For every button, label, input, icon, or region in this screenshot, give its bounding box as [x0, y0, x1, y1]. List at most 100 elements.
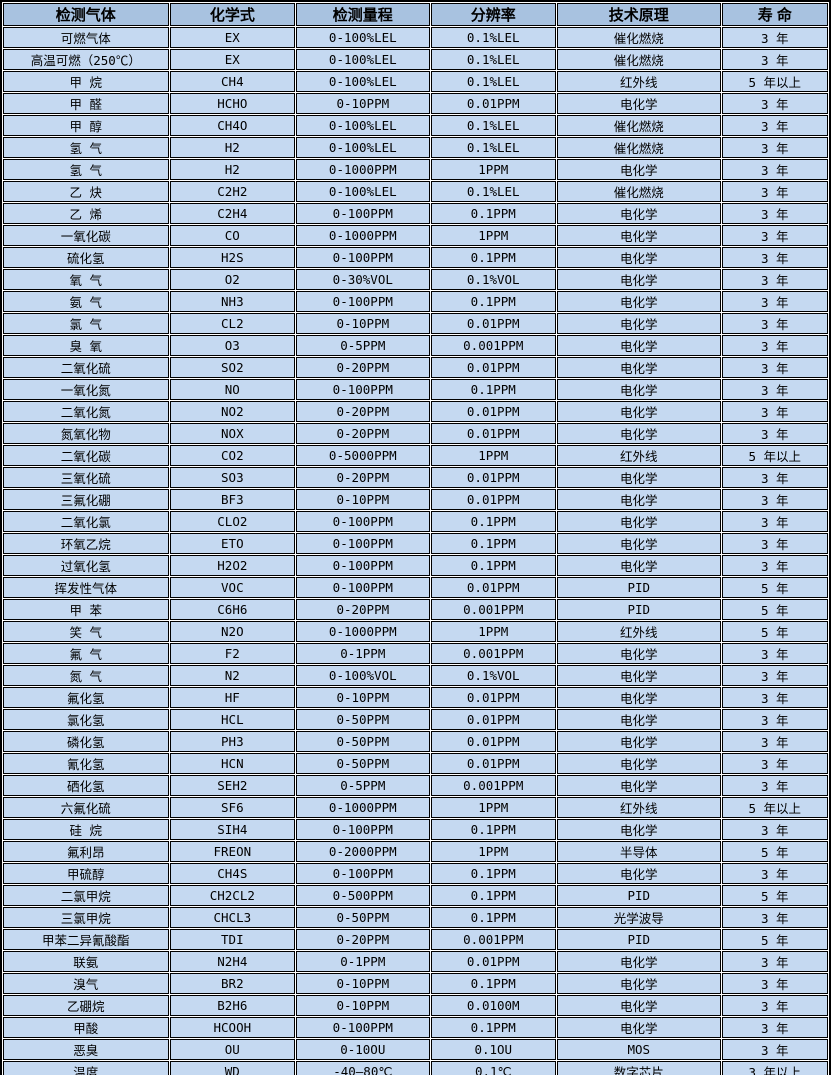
cell-formula: F2: [169, 643, 296, 664]
cell-lifespan: 5 年: [721, 885, 828, 906]
cell-range: 0-100PPM: [296, 819, 430, 840]
cell-lifespan: 3 年: [721, 115, 828, 136]
cell-gas: 温度: [3, 1061, 169, 1075]
cell-range: 0-10PPM: [296, 973, 430, 994]
cell-lifespan: 3 年: [721, 819, 828, 840]
cell-range: 0-50PPM: [296, 907, 430, 928]
cell-lifespan: 3 年: [721, 665, 828, 686]
cell-resolution: 0.01PPM: [430, 577, 556, 598]
cell-lifespan: 3 年: [721, 511, 828, 532]
cell-principle: 电化学: [556, 951, 721, 972]
cell-formula: VOC: [169, 577, 296, 598]
cell-gas: 乙硼烷: [3, 995, 169, 1016]
cell-gas: 甲 烷: [3, 71, 169, 92]
cell-gas: 氢 气: [3, 159, 169, 180]
cell-gas: 氨 气: [3, 291, 169, 312]
cell-principle: PID: [556, 577, 721, 598]
cell-resolution: 0.1OU: [430, 1039, 556, 1060]
cell-formula: PH3: [169, 731, 296, 752]
cell-range: 0-50PPM: [296, 731, 430, 752]
cell-principle: 电化学: [556, 291, 721, 312]
cell-range: 0-100%LEL: [296, 71, 430, 92]
cell-gas: 氯 气: [3, 313, 169, 334]
cell-range: 0-100PPM: [296, 577, 430, 598]
cell-formula: FREON: [169, 841, 296, 862]
column-header-resolution: 分辨率: [430, 3, 556, 26]
cell-gas: 氮氧化物: [3, 423, 169, 444]
cell-range: 0-1000PPM: [296, 797, 430, 818]
cell-principle: 红外线: [556, 71, 721, 92]
cell-lifespan: 3 年: [721, 335, 828, 356]
cell-resolution: 0.1%LEL: [430, 181, 556, 202]
cell-formula: H2O2: [169, 555, 296, 576]
cell-formula: NO2: [169, 401, 296, 422]
cell-formula: BF3: [169, 489, 296, 510]
cell-resolution: 0.1PPM: [430, 885, 556, 906]
cell-formula: CL2: [169, 313, 296, 334]
cell-formula: NOX: [169, 423, 296, 444]
table-row: 甲 苯 C6H6 0-20PPM 0.001PPM PID 5 年: [3, 599, 828, 620]
cell-principle: 电化学: [556, 93, 721, 114]
cell-principle: 电化学: [556, 335, 721, 356]
cell-gas: 三氧化硫: [3, 467, 169, 488]
table-row: 硅 烷 SIH4 0-100PPM 0.1PPM 电化学 3 年: [3, 819, 828, 840]
cell-principle: PID: [556, 885, 721, 906]
cell-principle: 红外线: [556, 445, 721, 466]
cell-range: 0-50PPM: [296, 709, 430, 730]
cell-range: 0-100PPM: [296, 203, 430, 224]
cell-formula: C2H4: [169, 203, 296, 224]
cell-gas: 甲 醇: [3, 115, 169, 136]
column-header-gas: 检测气体: [3, 3, 169, 26]
cell-range: 0-10PPM: [296, 93, 430, 114]
cell-resolution: 0.1PPM: [430, 203, 556, 224]
cell-resolution: 1PPM: [430, 841, 556, 862]
cell-formula: HCL: [169, 709, 296, 730]
table-row: 乙 炔 C2H2 0-100%LEL 0.1%LEL 催化燃烧 3 年: [3, 181, 828, 202]
cell-gas: 硒化氢: [3, 775, 169, 796]
cell-range: 0-5PPM: [296, 775, 430, 796]
cell-resolution: 0.1%LEL: [430, 71, 556, 92]
cell-gas: 氟利昂: [3, 841, 169, 862]
cell-formula: CH2CL2: [169, 885, 296, 906]
table-row: 三氯甲烷 CHCL3 0-50PPM 0.1PPM 光学波导 3 年: [3, 907, 828, 928]
cell-lifespan: 3 年: [721, 313, 828, 334]
cell-gas: 六氟化硫: [3, 797, 169, 818]
cell-gas: 可燃气体: [3, 27, 169, 48]
cell-resolution: 1PPM: [430, 445, 556, 466]
cell-resolution: 0.001PPM: [430, 775, 556, 796]
cell-gas: 二氧化碳: [3, 445, 169, 466]
cell-principle: 电化学: [556, 687, 721, 708]
cell-formula: HCHO: [169, 93, 296, 114]
cell-resolution: 0.1PPM: [430, 379, 556, 400]
cell-resolution: 0.01PPM: [430, 687, 556, 708]
cell-formula: N2H4: [169, 951, 296, 972]
table-row: 臭 氧 O3 0-5PPM 0.001PPM 电化学 3 年: [3, 335, 828, 356]
cell-lifespan: 3 年: [721, 49, 828, 70]
table-row: 甲苯二异氰酸酯 TDI 0-20PPM 0.001PPM PID 5 年: [3, 929, 828, 950]
cell-lifespan: 3 年: [721, 247, 828, 268]
cell-lifespan: 5 年: [721, 621, 828, 642]
cell-gas: 乙 炔: [3, 181, 169, 202]
cell-principle: 电化学: [556, 775, 721, 796]
table-row: 过氧化氢 H2O2 0-100PPM 0.1PPM 电化学 3 年: [3, 555, 828, 576]
cell-range: 0-2000PPM: [296, 841, 430, 862]
cell-lifespan: 5 年以上: [721, 71, 828, 92]
table-row: 甲 醛 HCHO 0-10PPM 0.01PPM 电化学 3 年: [3, 93, 828, 114]
cell-resolution: 0.001PPM: [430, 643, 556, 664]
cell-range: 0-5PPM: [296, 335, 430, 356]
cell-gas: 笑 气: [3, 621, 169, 642]
cell-resolution: 0.1PPM: [430, 511, 556, 532]
cell-range: 0-100%LEL: [296, 181, 430, 202]
table-row: 恶臭 OU 0-10OU 0.1OU MOS 3 年: [3, 1039, 828, 1060]
column-header-principle: 技术原理: [556, 3, 721, 26]
cell-range: 0-30%VOL: [296, 269, 430, 290]
cell-formula: EX: [169, 27, 296, 48]
cell-resolution: 0.1PPM: [430, 973, 556, 994]
table-row: 硫化氢 H2S 0-100PPM 0.1PPM 电化学 3 年: [3, 247, 828, 268]
cell-range: 0-100PPM: [296, 533, 430, 554]
cell-formula: N2: [169, 665, 296, 686]
cell-principle: 电化学: [556, 555, 721, 576]
table-row: 三氟化硼 BF3 0-10PPM 0.01PPM 电化学 3 年: [3, 489, 828, 510]
cell-principle: 催化燃烧: [556, 115, 721, 136]
cell-range: 0-1000PPM: [296, 621, 430, 642]
